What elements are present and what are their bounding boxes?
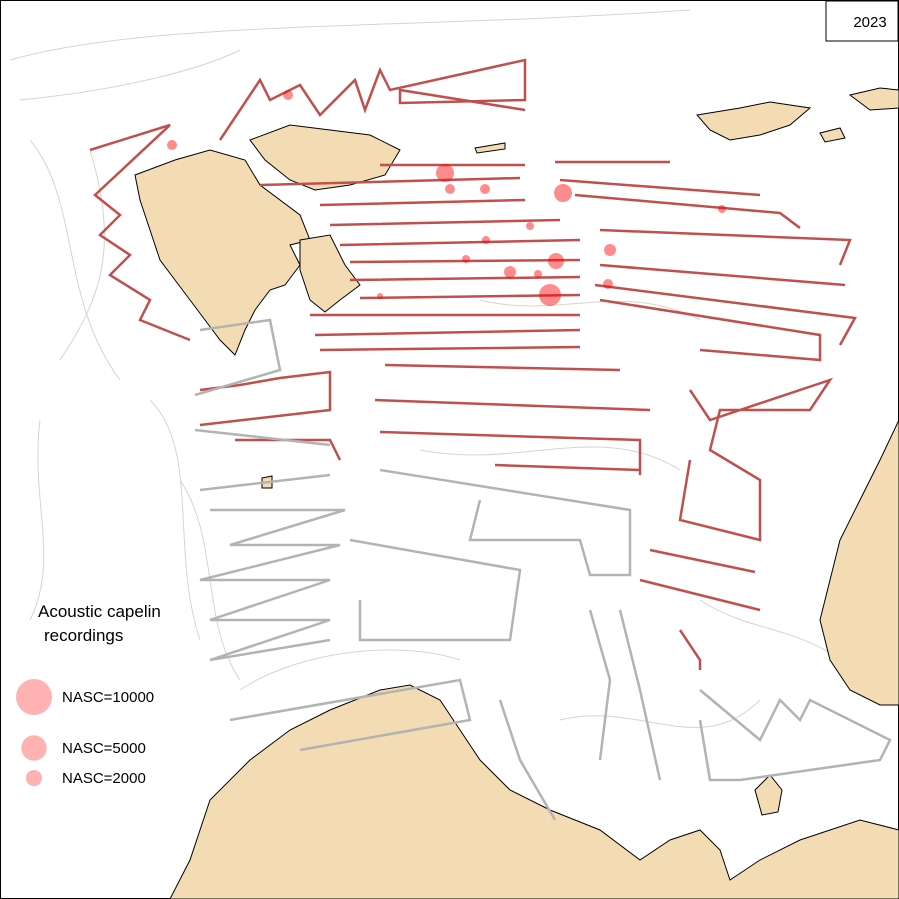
track-with-capelin <box>555 160 857 362</box>
track <box>229 609 892 821</box>
track-with-capelin <box>89 123 191 342</box>
land <box>134 87 899 899</box>
legend-title: Acoustic capelin <box>38 602 161 621</box>
legend-symbol <box>25 769 43 787</box>
recording <box>718 205 726 213</box>
recording <box>436 164 454 182</box>
recording <box>445 184 455 194</box>
recording <box>548 253 564 269</box>
survey-tracks <box>89 58 892 821</box>
recording <box>539 284 561 306</box>
track <box>349 468 632 642</box>
capelin-recordings <box>167 90 726 306</box>
year-label: 2023 <box>853 14 886 31</box>
recording <box>283 90 293 100</box>
legend-items: NASC=10000 NASC=5000 NASC=2000 <box>16 679 154 787</box>
recording <box>482 236 490 244</box>
track-with-capelin <box>259 163 581 352</box>
legend-label: NASC=5000 <box>62 740 146 757</box>
recording <box>462 255 470 263</box>
recording <box>604 244 616 256</box>
legend-label: NASC=10000 <box>62 689 154 706</box>
recording <box>603 279 613 289</box>
recording <box>554 184 572 202</box>
recording <box>377 293 383 299</box>
legend: Acoustic capelin recordings NASC=10000NA… <box>16 602 161 787</box>
recording <box>167 140 177 150</box>
legend-symbol <box>21 735 47 761</box>
track-with-capelin <box>374 363 834 542</box>
recording <box>534 270 542 278</box>
recording <box>526 222 534 230</box>
track-with-capelin <box>199 370 761 670</box>
year-box <box>825 0 899 42</box>
recording <box>504 266 516 278</box>
recording <box>480 184 490 194</box>
track <box>194 318 346 662</box>
legend-symbol <box>16 679 52 715</box>
legend-label: NASC=2000 <box>62 770 146 787</box>
track-with-capelin <box>218 58 527 141</box>
legend-title: recordings <box>44 626 123 645</box>
